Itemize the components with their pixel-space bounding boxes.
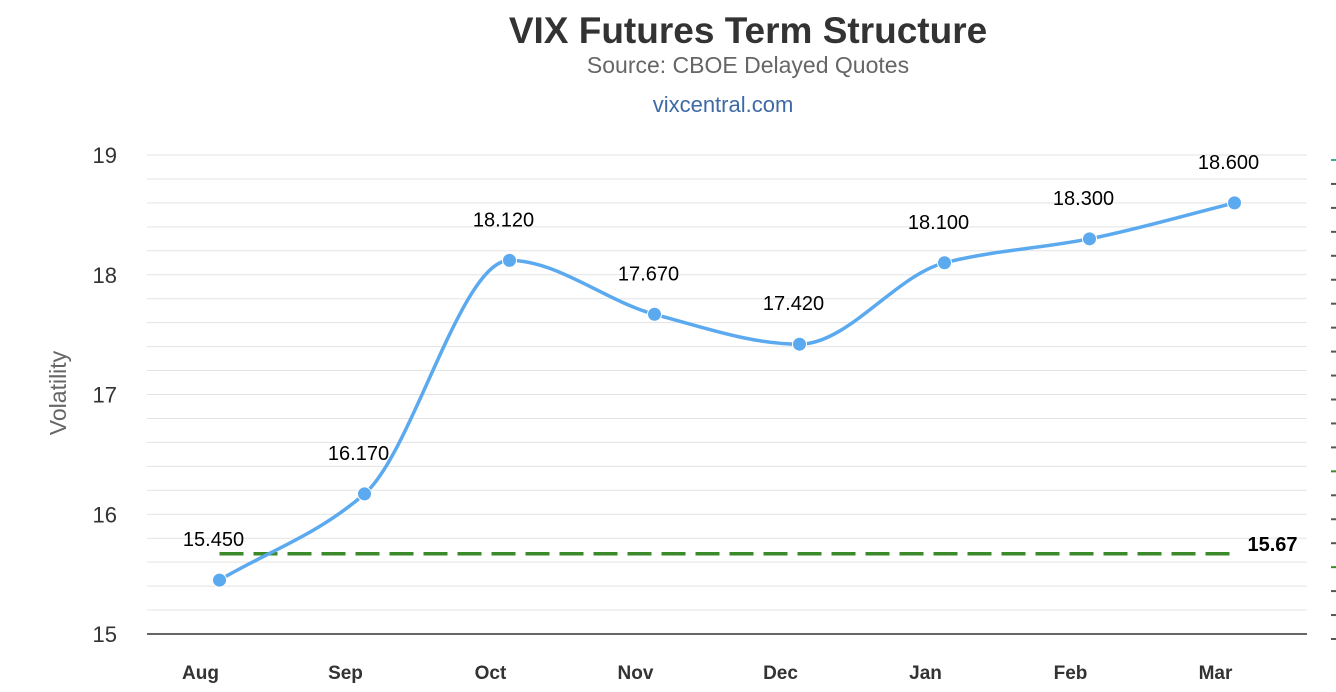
y-tick-label: 16	[93, 502, 117, 527]
x-tick-label: Nov	[618, 663, 654, 684]
y-tick-label: 17	[93, 383, 117, 408]
y-axis-title: Volatility	[45, 350, 71, 435]
y-tick-label: 19	[93, 143, 117, 168]
right-edge-tick-marks	[1331, 159, 1336, 640]
chart-subtitle: Source: CBOE Delayed Quotes	[587, 52, 909, 78]
data-point-marker[interactable]	[937, 255, 952, 271]
reference-line-label: 15.67	[1248, 534, 1298, 556]
x-tick-label: Mar	[1199, 663, 1233, 684]
series-line	[217, 201, 1237, 582]
data-value-label: 17.670	[618, 263, 679, 285]
data-point-marker[interactable]	[647, 306, 662, 322]
data-value-label: 18.300	[1053, 188, 1114, 210]
x-tick-label: Feb	[1054, 663, 1088, 684]
data-value-label: 18.120	[473, 209, 534, 231]
data-value-label: 17.420	[763, 293, 824, 315]
chart-credit-link[interactable]: vixcentral.com	[653, 92, 794, 117]
data-point-marker[interactable]	[357, 486, 372, 502]
chart-title: VIX Futures Term Structure	[509, 10, 987, 51]
grid-lines	[147, 154, 1307, 611]
y-tick-label: 15	[93, 622, 117, 647]
y-tick-label: 18	[93, 263, 117, 288]
y-axis-tick-labels: 15 16 17 18 19	[93, 143, 117, 647]
x-tick-label: Oct	[475, 663, 507, 684]
x-tick-label: Jan	[909, 663, 942, 684]
x-tick-label: Sep	[328, 663, 363, 684]
data-point-marker[interactable]	[1227, 195, 1242, 211]
data-value-label: 16.170	[328, 443, 389, 465]
data-labels: 15.450 16.170 18.120 17.670 17.420 18.100 18.3…	[183, 152, 1259, 551]
data-point-marker[interactable]	[1082, 231, 1097, 247]
data-value-label: 18.600	[1198, 152, 1259, 174]
data-point-marker[interactable]	[792, 336, 807, 352]
x-tick-label: Dec	[763, 663, 798, 684]
data-point-marker[interactable]	[502, 252, 517, 268]
x-tick-label: Aug	[182, 663, 219, 684]
reference-line-group: 15.67	[219, 534, 1298, 556]
data-point-marker[interactable]	[212, 572, 227, 588]
data-value-label: 15.450	[183, 529, 244, 551]
data-value-label: 18.100	[908, 212, 969, 234]
x-axis-tick-labels: Aug Sep Oct Nov Dec Jan Feb Mar	[182, 663, 1233, 684]
series-group	[212, 195, 1242, 588]
